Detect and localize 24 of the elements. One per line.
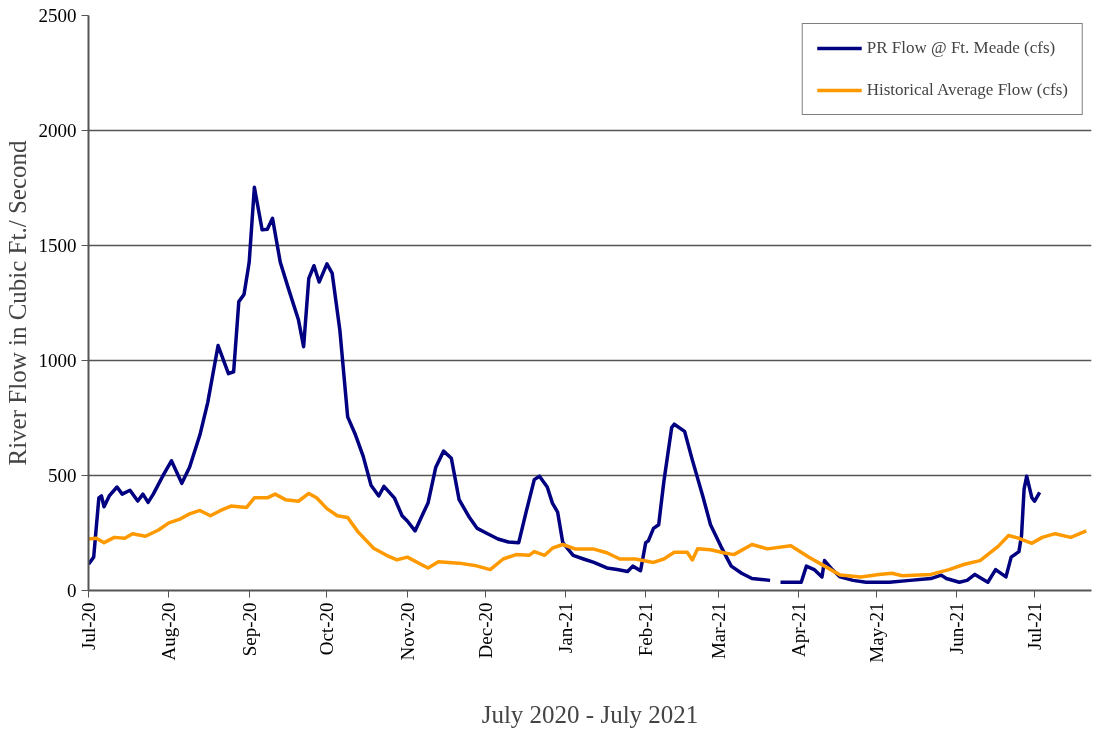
x-tick-label: May-21 xyxy=(865,602,887,663)
x-tick-label: Jul-21 xyxy=(1023,602,1045,650)
x-tick-label: Mar-21 xyxy=(707,602,729,660)
line-series xyxy=(88,491,1089,579)
x-tick-label: Feb-21 xyxy=(635,602,657,657)
y-tick-label: 1000 xyxy=(38,350,77,371)
x-axis-title: July 2020 - July 2021 xyxy=(481,700,699,728)
y-tick-label: 0 xyxy=(67,580,77,601)
x-tick-label: Jan-21 xyxy=(554,602,576,654)
y-tick-label: 1500 xyxy=(38,235,77,256)
x-tick-label: Nov-20 xyxy=(396,602,418,661)
legend-label: Historical Average Flow (cfs) xyxy=(866,80,1068,100)
x-tick-label: Dec-20 xyxy=(474,602,496,659)
x-tick-label: Sep-20 xyxy=(238,602,260,657)
x-tick-label: Apr-21 xyxy=(788,602,810,657)
legend-label: PR Flow @ Ft. Meade (cfs) xyxy=(866,38,1056,58)
x-tick-label: Oct-20 xyxy=(316,602,338,656)
y-axis-title: River Flow in Cubic Ft./ Second xyxy=(3,140,31,466)
x-tick-label: Jun-21 xyxy=(946,602,968,655)
x-tick-label: Aug-20 xyxy=(158,602,180,661)
y-tick-label: 2000 xyxy=(38,120,77,141)
x-tick-label: Jul-20 xyxy=(78,602,99,650)
y-tick-label: 500 xyxy=(48,465,77,486)
y-tick-label: 2500 xyxy=(38,5,77,26)
